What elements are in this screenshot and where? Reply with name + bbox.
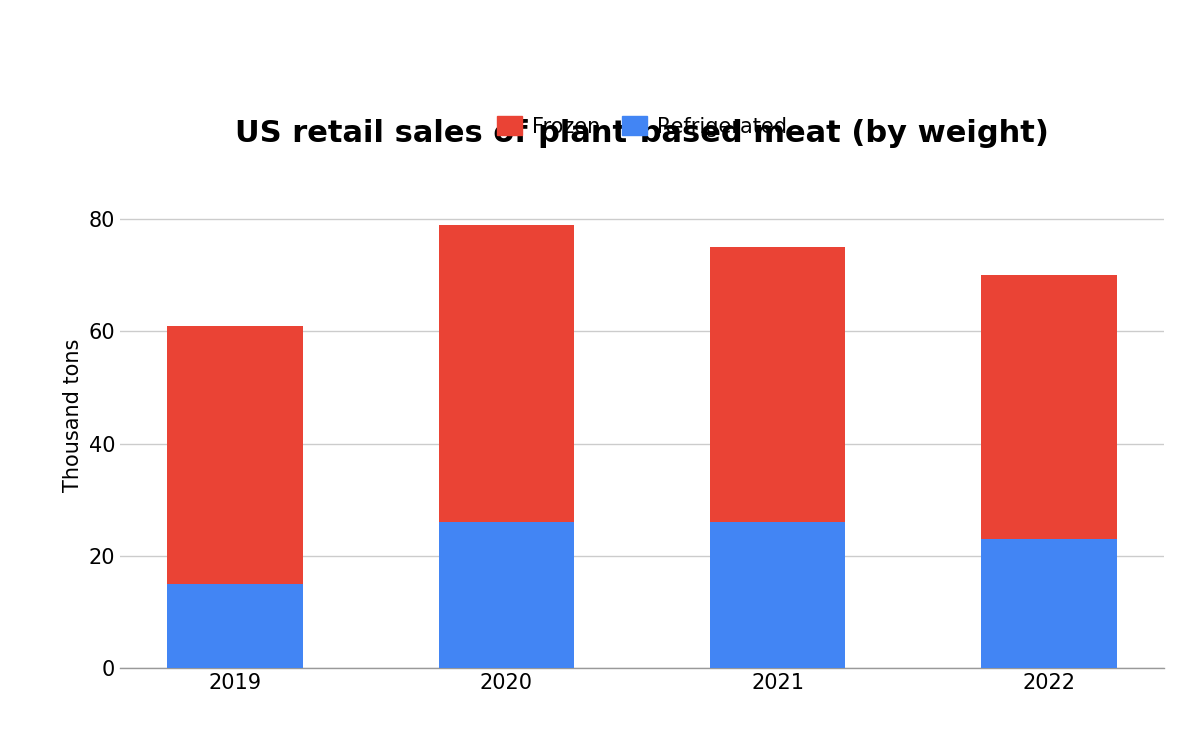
Y-axis label: Thousand tons: Thousand tons xyxy=(62,339,83,492)
Bar xyxy=(709,247,845,522)
Bar xyxy=(168,584,304,668)
Bar xyxy=(980,539,1116,668)
Title: US retail sales of plant-based meat (by weight): US retail sales of plant-based meat (by … xyxy=(235,119,1049,148)
Legend: Frozen, Refrigerated: Frozen, Refrigerated xyxy=(488,108,796,145)
Bar xyxy=(709,522,845,668)
Bar xyxy=(439,522,575,668)
Bar xyxy=(980,275,1116,539)
Bar xyxy=(168,326,304,584)
Bar xyxy=(439,225,575,522)
